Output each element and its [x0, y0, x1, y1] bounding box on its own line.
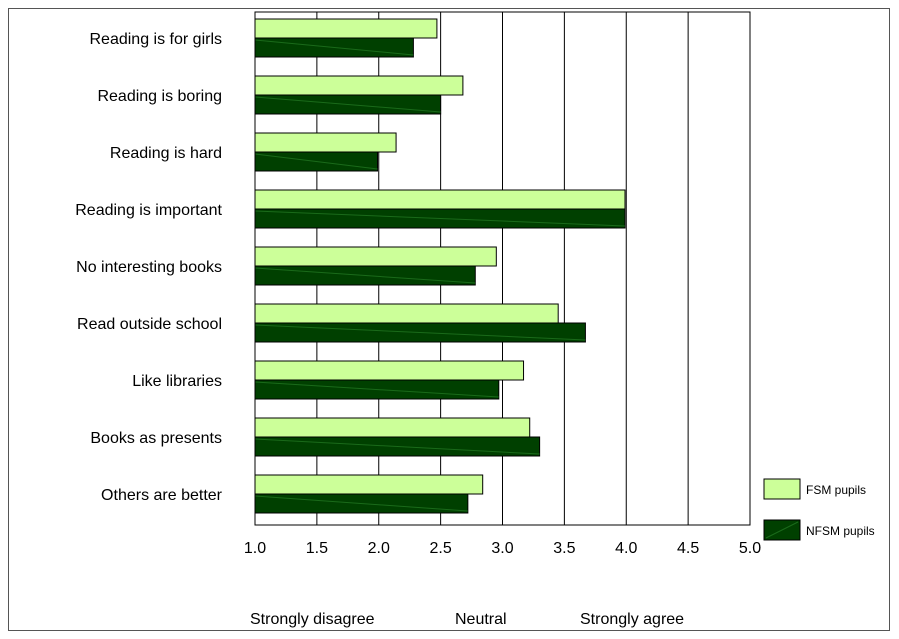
bar-nfsm-texture	[254, 96, 441, 113]
scale-annotation: Neutral	[455, 611, 507, 628]
category-label: Read outside school	[77, 316, 222, 333]
bar-nfsm-texture	[254, 210, 626, 227]
x-tick-label: 2.0	[368, 540, 390, 557]
bar-nfsm-texture	[254, 438, 540, 455]
bar-fsm	[254, 417, 531, 438]
category-label: Reading is important	[75, 202, 222, 219]
x-tick-label: 1.0	[244, 540, 266, 557]
bar-nfsm-texture	[254, 267, 476, 284]
category-label: Reading is for girls	[90, 31, 223, 48]
bar-fsm	[254, 75, 464, 96]
bar-nfsm-texture	[254, 495, 468, 512]
x-tick-labels: 1.0 1.5 2.0 2.5 3.0 3.5 4.0 4.5 5.0	[244, 540, 761, 557]
legend: FSM pupils NFSM pupils	[763, 478, 875, 541]
bar-nfsm-texture	[254, 153, 378, 170]
x-tick-label: 4.5	[677, 540, 699, 557]
x-tick-label: 3.0	[491, 540, 513, 557]
legend-label: FSM pupils	[806, 483, 866, 497]
scale-annotation: Strongly disagree	[250, 611, 375, 628]
bar-nfsm-texture	[254, 381, 499, 398]
plot-area-border	[254, 11, 751, 526]
bar-fsm	[254, 246, 497, 267]
x-tick-label: 4.0	[615, 540, 637, 557]
category-label: No interesting books	[76, 259, 222, 276]
bar-fsm	[254, 18, 438, 39]
bar-nfsm-texture	[254, 324, 586, 341]
x-tick-label: 1.5	[306, 540, 328, 557]
category-label: Others are better	[101, 487, 223, 504]
x-tick-label: 2.5	[430, 540, 452, 557]
category-label: Books as presents	[90, 430, 222, 447]
category-label: Like libraries	[132, 373, 222, 390]
x-tick-label: 3.5	[553, 540, 575, 557]
category-label: Reading is hard	[110, 145, 222, 162]
x-tick-label: 5.0	[739, 540, 761, 557]
legend-swatch	[763, 478, 801, 500]
bar-fsm	[254, 474, 484, 495]
scale-annotations: Strongly disagree Neutral Strongly agree	[250, 611, 684, 628]
category-label: Reading is boring	[97, 88, 222, 105]
bar-fsm	[254, 189, 626, 210]
bars	[254, 18, 626, 514]
bar-fsm	[254, 303, 559, 324]
category-labels: Reading is for girls Reading is boring Rea…	[75, 31, 222, 504]
legend-swatch-texture	[765, 521, 799, 539]
bar-fsm	[254, 132, 397, 153]
scale-annotation: Strongly agree	[580, 611, 684, 628]
bar-nfsm-texture	[254, 39, 414, 56]
legend-label: NFSM pupils	[806, 524, 875, 538]
bar-fsm	[254, 360, 525, 381]
